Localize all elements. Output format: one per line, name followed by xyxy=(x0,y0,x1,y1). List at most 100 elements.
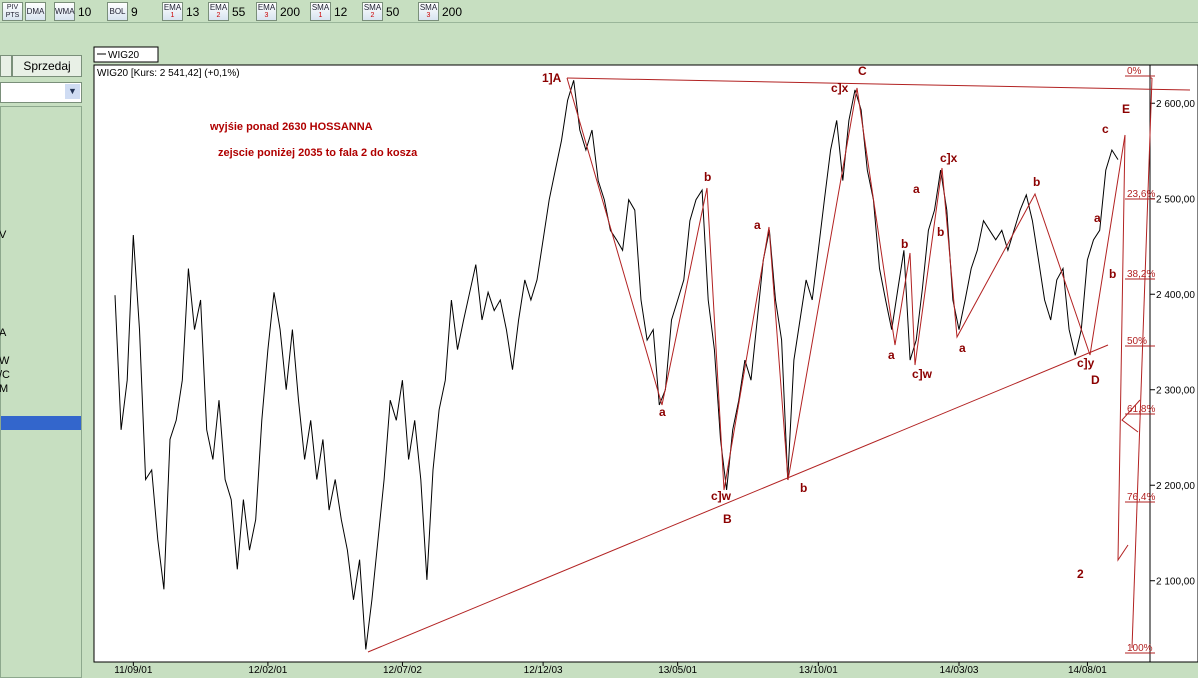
fib-label: 23,6% xyxy=(1127,189,1155,200)
x-tick-label: 13/10/01 xyxy=(799,665,838,676)
icon-index: 2 xyxy=(216,11,221,19)
y-tick-label: 2 300,00 xyxy=(1156,386,1195,397)
icon-label: SMA xyxy=(311,2,330,12)
indicator-value: 200 xyxy=(442,4,463,19)
indicator-icon[interactable]: SMA 3 xyxy=(418,2,439,21)
indicator-icon[interactable]: DMA xyxy=(25,2,46,21)
trend-line xyxy=(1121,399,1141,433)
sell-button[interactable]: Sprzedaj xyxy=(12,55,82,77)
annotation: b xyxy=(1033,175,1040,189)
x-tick-label: 13/05/01 xyxy=(658,665,697,676)
icon-index: 1 xyxy=(318,11,323,19)
indicator-icon[interactable]: EMA 2 xyxy=(208,2,229,21)
icon-label: WMA xyxy=(55,6,75,16)
annotation: c xyxy=(1102,122,1109,136)
trend-line xyxy=(1131,77,1153,649)
annotation: a xyxy=(959,341,966,355)
dropdown-arrow[interactable]: ▼ xyxy=(65,84,80,99)
annotation: b xyxy=(937,225,944,239)
indicator-value: 9 xyxy=(131,4,138,19)
dropdown[interactable]: ▼ xyxy=(0,82,82,103)
indicator-icon[interactable]: EMA 3 xyxy=(256,2,277,21)
fib-label: 100% xyxy=(1127,643,1153,654)
icon-index: 2 xyxy=(370,11,375,19)
y-axis-area xyxy=(1149,64,1198,663)
fib-label: 50% xyxy=(1127,336,1147,347)
annotation: b xyxy=(901,237,908,251)
toolbar-item: SMA 2 50 xyxy=(362,2,399,21)
button[interactable] xyxy=(0,55,12,77)
fib-label: 76,4% xyxy=(1127,492,1155,503)
icon-index: 1 xyxy=(170,11,175,19)
indicator-icon[interactable]: PIV PTS xyxy=(2,2,23,21)
annotation: c]w xyxy=(912,367,933,381)
annotation: a xyxy=(659,405,666,419)
toolbar-item: EMA 3 200 xyxy=(256,2,300,21)
annotation: zejscie poniżej 2035 to fala 2 do kosza xyxy=(218,147,418,159)
x-tick-label: 12/12/03 xyxy=(524,665,563,676)
toolbar-item: SMA 1 12 xyxy=(310,2,347,21)
legend-label: WIG20 xyxy=(108,50,140,61)
indicator-value: 13 xyxy=(186,4,200,19)
annotation: c]w xyxy=(711,489,732,503)
list: V A W/C M xyxy=(0,106,82,678)
indicator-value: 55 xyxy=(232,4,246,19)
toolbar-item: PIV PTS xyxy=(2,2,26,21)
y-tick-label: 2 500,00 xyxy=(1156,195,1195,206)
annotation: B xyxy=(723,512,732,526)
annotation: C xyxy=(858,64,867,78)
icon-label: DMA xyxy=(26,6,45,16)
fib-label: 61,8% xyxy=(1127,404,1155,415)
toolbar-item: BOL 9 xyxy=(107,2,138,21)
annotation: wyjśie ponad 2630 HOSSANNA xyxy=(209,121,373,133)
indicator-icon[interactable]: BOL xyxy=(107,2,128,21)
annotation: b xyxy=(1109,267,1116,281)
icon-index: 3 xyxy=(264,11,269,19)
legend-box xyxy=(93,46,159,63)
icon-label: EMA xyxy=(209,2,228,12)
trend-line xyxy=(566,77,1191,91)
selected-row[interactable] xyxy=(1,416,81,430)
y-tick-label: 2 600,00 xyxy=(1156,99,1195,110)
toolbar: PIV PTS DMA WMA 10 BOL 9 EMA 1 13 EMA 2 55 EMA 3 200 SM… xyxy=(0,0,1198,23)
icon-label: SMA xyxy=(363,2,382,12)
list-item[interactable]: V xyxy=(0,229,7,241)
fib-label: 38,2% xyxy=(1127,269,1155,280)
indicator-icon[interactable]: SMA 1 xyxy=(310,2,331,21)
indicator-icon[interactable]: WMA xyxy=(54,2,75,21)
toolbar-item: EMA 2 55 xyxy=(208,2,245,21)
indicator-icon[interactable]: EMA 1 xyxy=(162,2,183,21)
x-tick-label: 11/09/01 xyxy=(114,665,153,676)
annotation: c]x xyxy=(831,81,849,95)
x-tick-label: 12/02/01 xyxy=(248,665,287,676)
annotation: a xyxy=(754,218,761,232)
fib-label: 0% xyxy=(1127,66,1142,77)
icon-label: EMA xyxy=(257,2,276,12)
annotation: a xyxy=(1094,211,1101,225)
annotation: 1]A xyxy=(542,71,562,85)
y-tick-label: 2 400,00 xyxy=(1156,290,1195,301)
toolbar-item: SMA 3 200 xyxy=(418,2,462,21)
indicator-icon[interactable]: SMA 2 xyxy=(362,2,383,21)
toolbar-item: WMA 10 xyxy=(54,2,91,21)
annotation: E xyxy=(1122,102,1130,116)
annotation: b xyxy=(704,170,711,184)
annotation: c]y xyxy=(1077,356,1095,370)
annotation: 2 xyxy=(1077,567,1084,581)
list-item[interactable]: /C xyxy=(0,369,10,381)
y-tick-label: 2 100,00 xyxy=(1156,577,1195,588)
list-item[interactable]: M xyxy=(0,383,9,395)
trend-line xyxy=(367,344,1109,653)
icon-label: BOL xyxy=(109,6,126,16)
icon-label: EMA xyxy=(163,2,182,12)
icon-label: SMA xyxy=(419,2,438,12)
toolbar-item: EMA 1 13 xyxy=(162,2,199,21)
list-item[interactable]: A xyxy=(0,327,7,339)
list-item[interactable]: W xyxy=(0,355,10,367)
y-tick-label: 2 200,00 xyxy=(1156,481,1195,492)
annotation: D xyxy=(1091,373,1100,387)
annotation: b xyxy=(800,481,807,495)
